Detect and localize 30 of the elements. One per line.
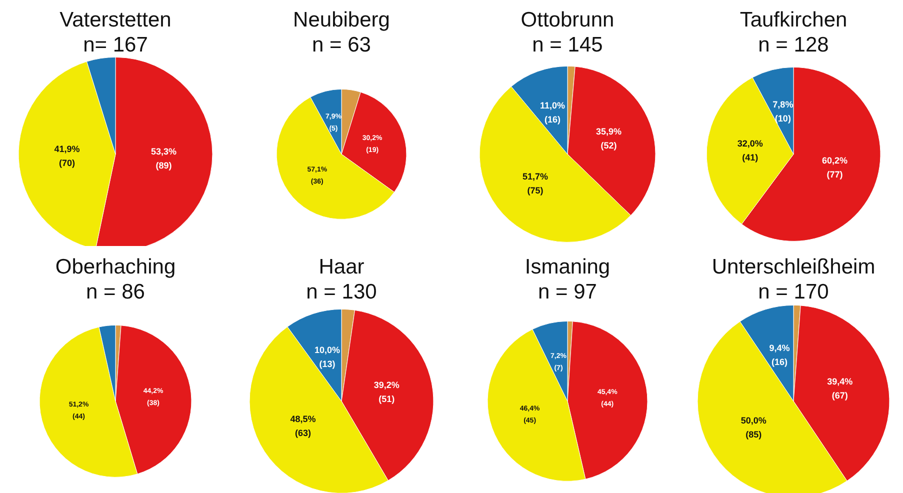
chart-subtitle: n = 170 bbox=[758, 280, 829, 304]
chart-title: Neubiberg bbox=[293, 8, 390, 32]
chart-title: Ottobrunn bbox=[520, 8, 614, 32]
chart-subtitle: n = 97 bbox=[538, 280, 597, 304]
data-label: 41,9% (70) bbox=[54, 144, 80, 168]
data-label: 7,8% (10) bbox=[772, 99, 794, 124]
chart-subtitle: n = 145 bbox=[532, 34, 603, 57]
data-label: 50,0% (85) bbox=[740, 415, 766, 440]
chart-subtitle: n = 130 bbox=[306, 280, 377, 304]
chart-title: Oberhaching bbox=[55, 255, 176, 278]
chart-title: Haar bbox=[318, 255, 364, 278]
data-label: 51,7% (75) bbox=[522, 172, 548, 196]
data-label: 39,4% (67) bbox=[827, 376, 853, 400]
chart-subtitle: n = 128 bbox=[758, 34, 829, 57]
chart-subtitle: n = 63 bbox=[312, 34, 371, 57]
data-label: 10,0% (13) bbox=[314, 344, 340, 369]
chart-title: Taufkirchen bbox=[740, 8, 848, 32]
data-label: 39,2% (51) bbox=[374, 380, 400, 404]
data-label: 53,3% (89) bbox=[150, 146, 177, 171]
data-label: 32,0% (41) bbox=[737, 138, 763, 162]
chart-title: Vaterstetten bbox=[60, 8, 172, 32]
data-label: 9,4% (16) bbox=[769, 342, 790, 367]
data-label: 35,9% (52) bbox=[596, 126, 622, 150]
chart-subtitle: n = 86 bbox=[86, 280, 145, 304]
data-label: 48,5% (63) bbox=[290, 414, 316, 438]
chart-title: Ismaning bbox=[524, 255, 610, 278]
data-label: 11,0% (16) bbox=[540, 100, 566, 124]
chart-title: Unterschleißheim bbox=[712, 255, 876, 278]
data-label: 60,2% (77) bbox=[822, 155, 848, 180]
chart-subtitle: n= 167 bbox=[83, 34, 148, 57]
